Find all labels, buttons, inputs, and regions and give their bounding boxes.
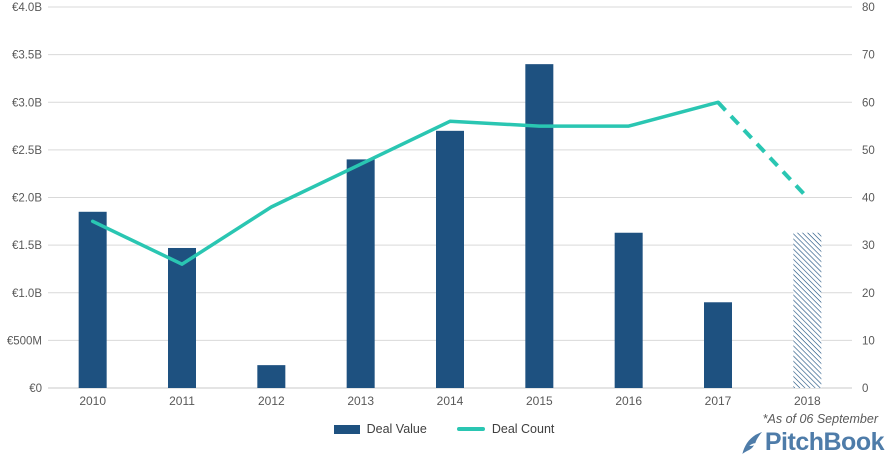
pitchbook-logo-icon <box>742 431 762 454</box>
right-axis-tick-label: 30 <box>862 240 875 252</box>
left-axis-tick-label: €3.5B <box>12 50 42 62</box>
x-axis-label: 2016 <box>615 394 642 408</box>
left-axis-tick-label: €500M <box>7 335 42 347</box>
chart-legend: Deal Value Deal Count <box>0 422 888 436</box>
left-axis-tick-label: €2.0B <box>12 193 42 205</box>
deal-value-legend-label: Deal Value <box>366 422 427 436</box>
x-axis-label: 2011 <box>169 394 195 408</box>
left-axis-tick-label: €2.5B <box>12 145 42 157</box>
deal-count-legend-label: Deal Count <box>491 422 555 436</box>
deal-value-bar <box>346 159 375 388</box>
legend-item-deal-value: Deal Value <box>333 422 427 436</box>
pitchbook-logo-text: PitchBook <box>764 428 885 456</box>
left-axis-tick-label: €0 <box>29 383 42 395</box>
deal-value-bar <box>257 365 286 388</box>
left-axis-tick-label: €1.0B <box>12 288 42 300</box>
deal-value-bar <box>78 211 107 388</box>
legend-item-deal-count: Deal Count <box>456 422 555 436</box>
deal-value-bar <box>525 64 554 389</box>
footnote: *As of 06 September <box>762 412 878 426</box>
right-axis-tick-label: 60 <box>862 97 875 109</box>
deal-count-line <box>90 100 720 266</box>
deal-value-bar <box>614 232 643 388</box>
right-axis-tick-label: 50 <box>862 145 875 157</box>
x-axis-label: 2015 <box>526 394 553 408</box>
deal-value-bar <box>168 247 196 388</box>
right-axis-tick-label: 40 <box>862 193 875 205</box>
deal-count-line-dashed-estimated <box>716 100 809 199</box>
x-axis-label: 2017 <box>705 394 732 408</box>
right-axis-tick-label: 80 <box>862 2 875 14</box>
right-axis-tick-label: 10 <box>862 335 875 347</box>
right-axis-tick-label: 0 <box>862 383 868 395</box>
chart-plot-area: €0 0 €500M 10 €1.0B 20 €1.5B 30 €2.0B 40 €2.5B 50 €3… <box>7 2 875 408</box>
deal-value-bar <box>436 130 464 388</box>
pitchbook-logo: PitchBook <box>741 428 885 457</box>
left-axis-tick-label: €4.0B <box>12 2 42 14</box>
left-axis-tick-label: €3.0B <box>12 97 42 109</box>
deal-count-swatch-icon <box>456 427 485 431</box>
x-axis-label: 2013 <box>347 394 374 408</box>
left-axis-tick-label: €1.5B <box>12 240 42 252</box>
x-axis-label: 2012 <box>258 394 285 408</box>
right-axis-tick-label: 20 <box>862 288 875 300</box>
right-axis-tick-label: 70 <box>862 50 875 62</box>
x-axis-label: 2010 <box>79 394 106 408</box>
deal-value-bar <box>704 302 732 388</box>
x-axis-label: 2018 <box>794 394 821 408</box>
x-axis-label: 2014 <box>437 394 464 408</box>
deal-value-swatch-icon <box>333 424 360 434</box>
deal-value-bar-estimated <box>793 232 822 388</box>
